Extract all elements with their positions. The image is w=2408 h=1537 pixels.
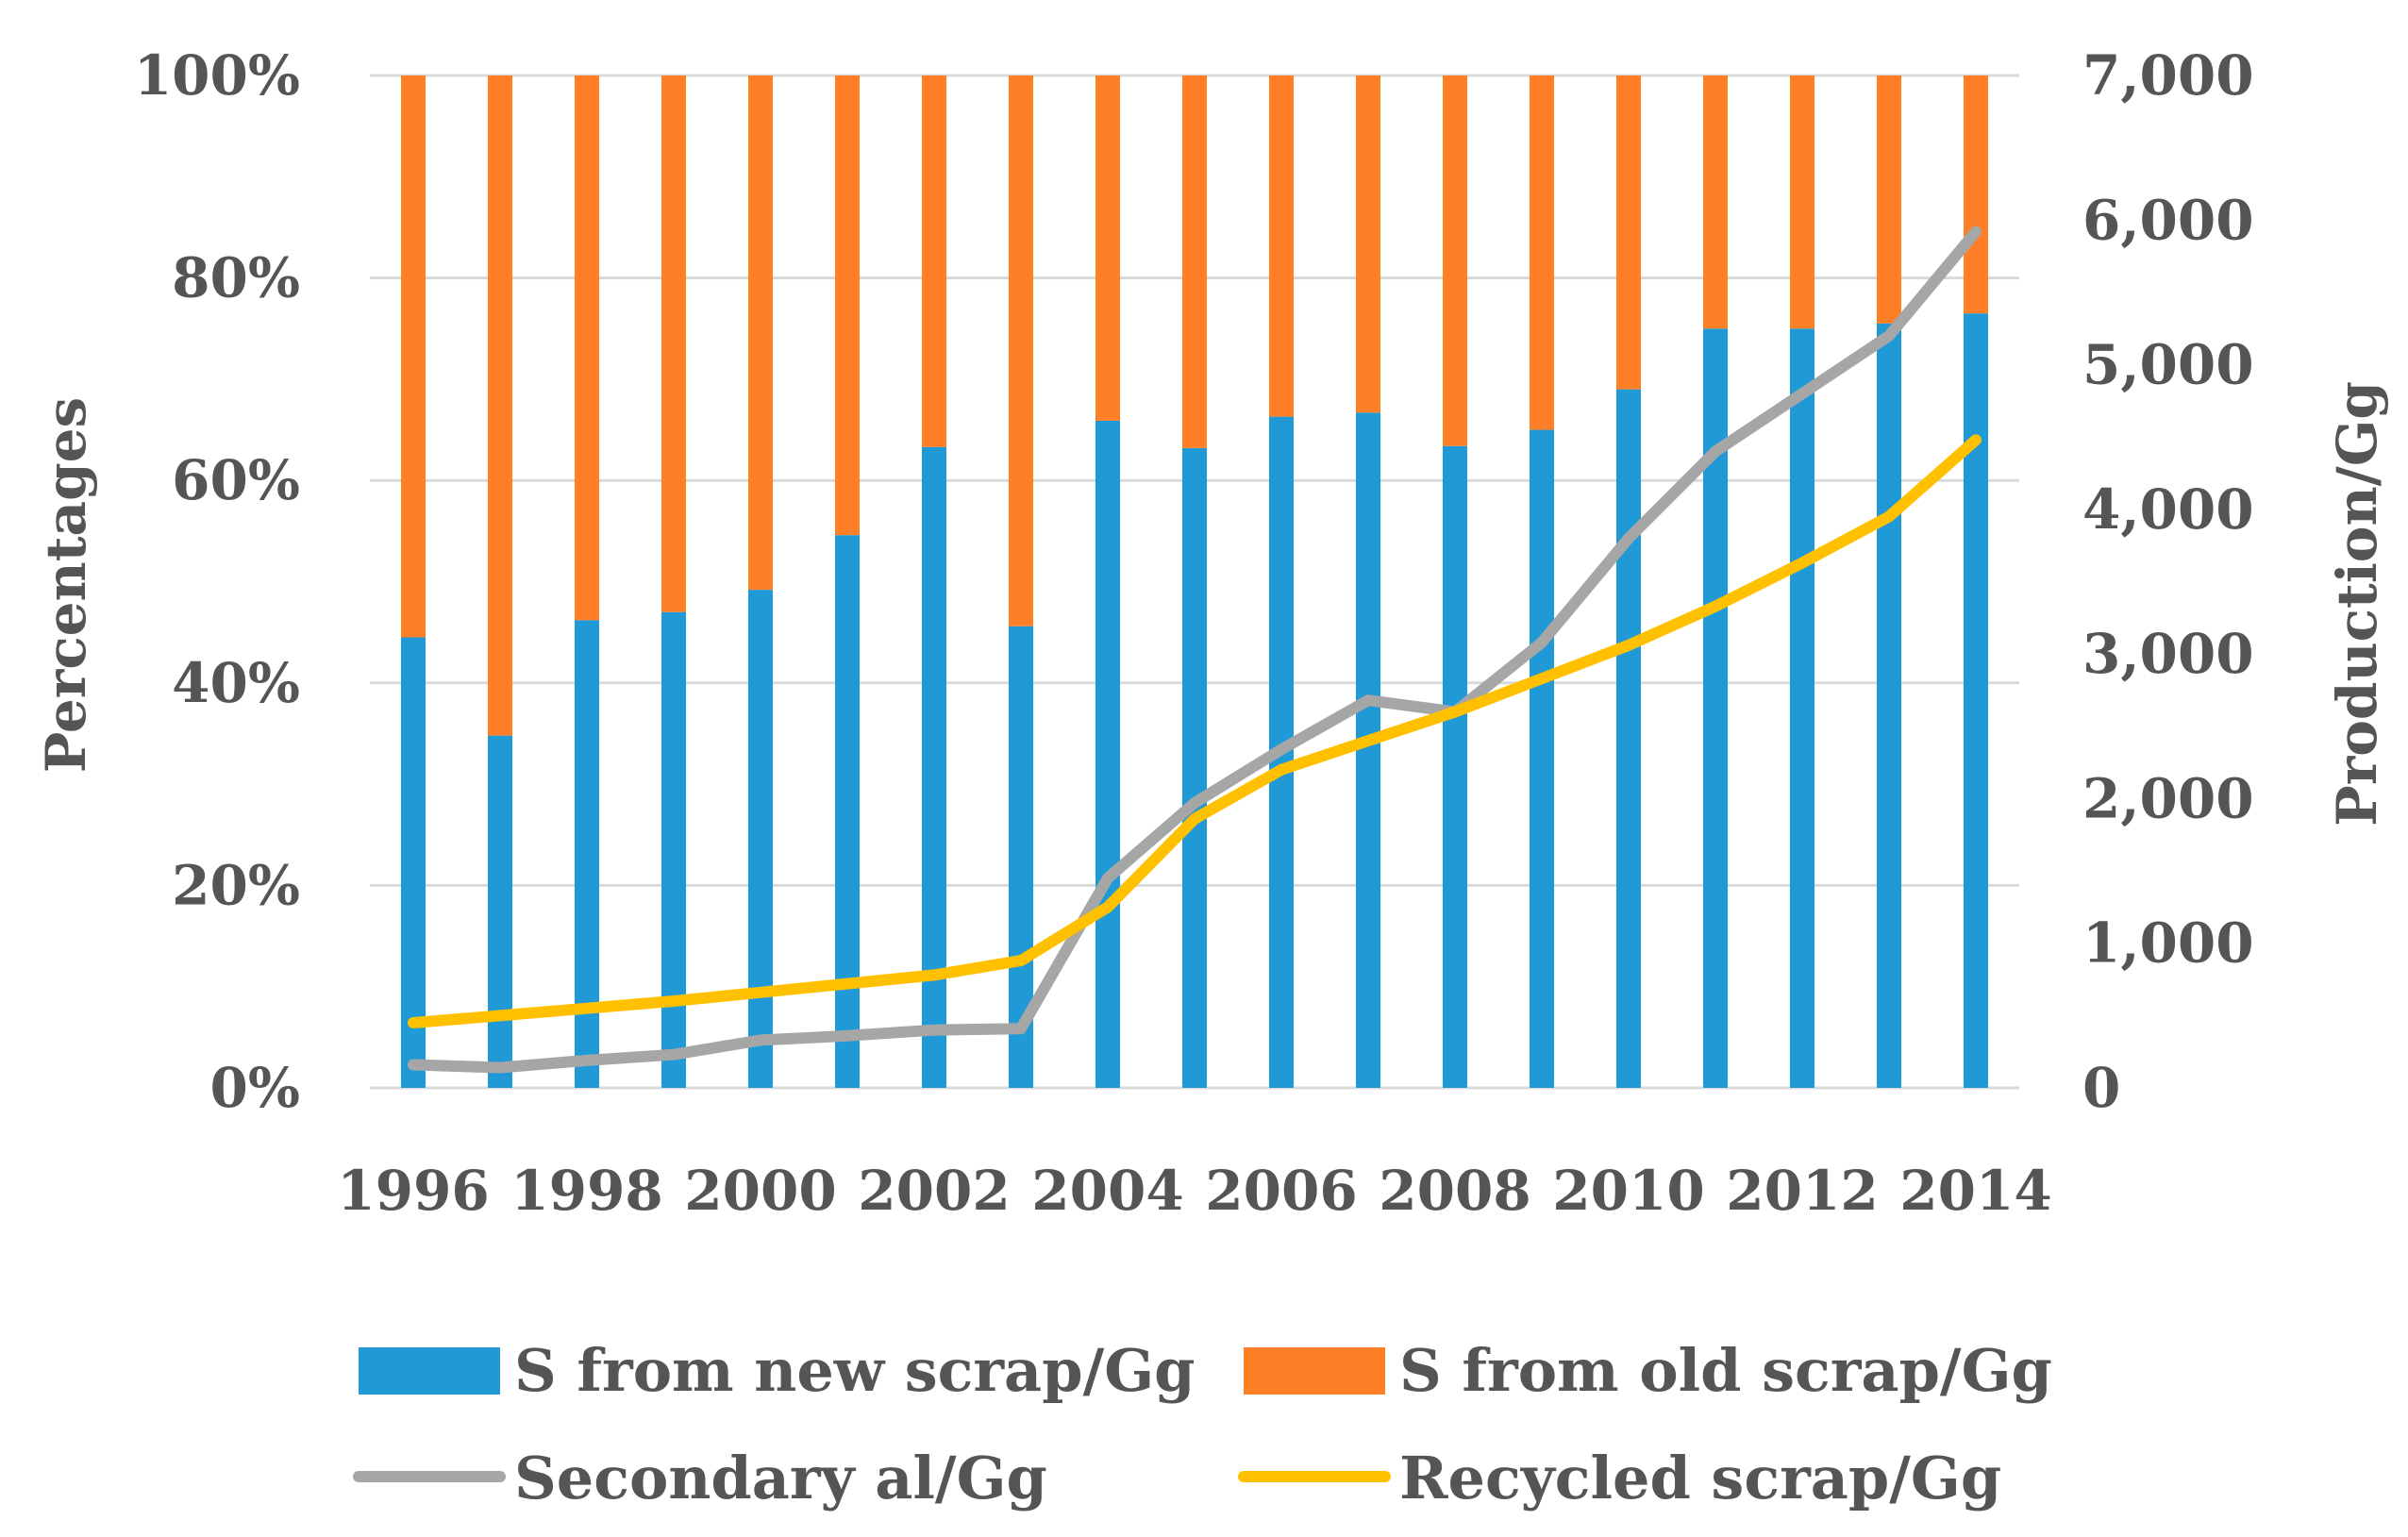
bar-old-scrap-2011 [1703,75,1728,329]
bar-old-scrap-2009 [1530,75,1554,430]
bar-new-scrap-1998 [575,620,599,1088]
left-tick-label: 20% [172,853,300,917]
bar-old-scrap-2003 [1009,75,1033,626]
right-tick-label: 2,000 [2082,766,2254,830]
bar-old-scrap-1997 [488,75,512,736]
bar-old-scrap-2013 [1877,75,1901,324]
bar-new-scrap-2013 [1877,323,1901,1088]
right-axis-title: Production/Gg [2325,381,2389,827]
x-tick-label: 2006 [1205,1159,1357,1223]
bar-new-scrap-2000 [748,590,773,1088]
legend: S from new scrap/Gg S from old scrap/Gg … [353,1336,2052,1512]
left-axis-title: Percentages [34,397,98,773]
bar-new-scrap-2004 [1095,420,1120,1088]
x-tick-label: 1996 [337,1159,489,1223]
bar-old-scrap-2014 [1964,75,1988,314]
bar-new-scrap-2001 [835,535,860,1088]
right-axis-ticks: 0 1,000 2,000 3,000 4,000 5,000 6,000 7,000 [2082,43,2254,1120]
x-tick-label: 1998 [510,1159,662,1223]
bar-new-scrap-2010 [1616,389,1641,1088]
right-tick-label: 3,000 [2082,622,2254,686]
left-tick-label: 100% [134,43,300,108]
x-tick-label: 2012 [1726,1159,1878,1223]
legend-label-new-scrap: S from new scrap/Gg [514,1336,1196,1405]
bar-new-scrap-2009 [1530,429,1554,1088]
right-tick-label: 1,000 [2082,911,2254,976]
bar-old-scrap-2006 [1269,75,1294,417]
bar-new-scrap-1996 [401,637,426,1088]
right-tick-label: 0 [2082,1056,2120,1120]
x-axis-ticks: 1996 1998 2000 2002 2004 2006 2008 2010 2012 2014 [337,1159,2051,1223]
bar-old-scrap-2010 [1616,75,1641,390]
bar-old-scrap-2008 [1443,75,1467,446]
legend-label-old-scrap: S from old scrap/Gg [1399,1336,2052,1405]
bar-old-scrap-2005 [1182,75,1207,448]
x-tick-label: 2008 [1379,1159,1530,1223]
bar-old-scrap-2004 [1095,75,1120,421]
left-tick-label: 60% [172,448,300,512]
bar-new-scrap-1999 [661,611,686,1088]
bar-new-scrap-2012 [1790,328,1814,1088]
x-tick-label: 2000 [684,1159,836,1223]
right-tick-label: 6,000 [2082,188,2254,252]
legend-swatch-old-scrap [1244,1347,1385,1395]
left-axis-ticks: 0% 20% 40% 60% 80% 100% [134,43,300,1120]
bar-new-scrap-2005 [1182,447,1207,1088]
legend-swatch-new-scrap [359,1347,500,1395]
bar-old-scrap-1998 [575,75,599,621]
x-tick-label: 2004 [1031,1159,1183,1223]
x-tick-label: 2010 [1552,1159,1704,1223]
bar-old-scrap-2001 [835,75,860,536]
line-secondary-al [408,226,1982,1074]
x-tick-label: 2002 [858,1159,1010,1223]
legend-label-recycled-scrap: Recycled scrap/Gg [1399,1444,2001,1512]
bar-new-scrap-1997 [488,735,512,1088]
bar-new-scrap-2007 [1356,412,1380,1089]
bar-old-scrap-1996 [401,75,426,638]
left-tick-label: 0% [210,1056,300,1120]
bar-new-scrap-2002 [922,446,946,1088]
bar-new-scrap-2014 [1964,313,1988,1088]
right-tick-label: 5,000 [2082,333,2254,397]
bar-old-scrap-2000 [748,75,773,591]
bar-old-scrap-2007 [1356,75,1380,413]
x-tick-label: 2014 [1899,1159,2051,1223]
left-tick-label: 80% [172,246,300,310]
lines [408,226,1982,1074]
bar-old-scrap-2002 [922,75,946,447]
legend-label-secondary-al: Secondary al/Gg [514,1444,1047,1512]
bar-old-scrap-1999 [661,75,686,612]
bar-new-scrap-2008 [1443,445,1467,1088]
right-tick-label: 4,000 [2082,477,2254,542]
right-tick-label: 7,000 [2082,43,2254,108]
line-recycled-scrap [408,434,1982,1028]
bar-old-scrap-2012 [1790,75,1814,329]
left-tick-label: 40% [172,651,300,715]
